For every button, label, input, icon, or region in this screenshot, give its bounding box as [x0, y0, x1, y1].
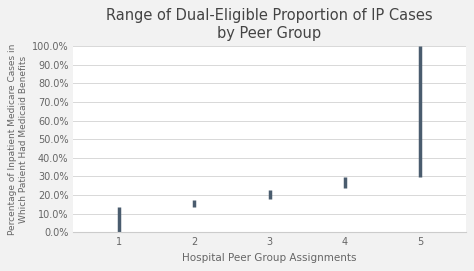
Title: Range of Dual-Eligible Proportion of IP Cases
by Peer Group: Range of Dual-Eligible Proportion of IP … [106, 8, 433, 41]
Y-axis label: Percentage of Inpatient Medicare Cases in
Which Patient Had Medicaid Benefits: Percentage of Inpatient Medicare Cases i… [9, 43, 28, 235]
X-axis label: Hospital Peer Group Assignments: Hospital Peer Group Assignments [182, 253, 357, 263]
